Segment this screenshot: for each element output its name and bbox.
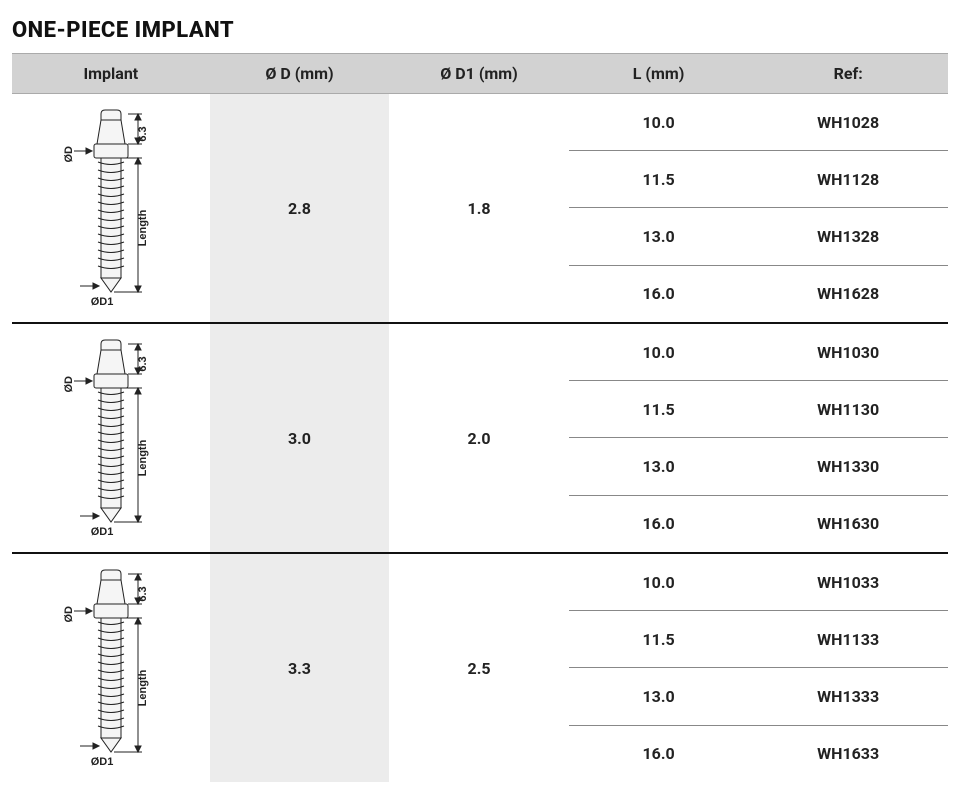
svg-text:ØD: ØD [63, 376, 75, 393]
col-header-d: Ø D (mm) [210, 54, 390, 94]
length-value: 10.0 [569, 554, 749, 611]
d1-value: 2.0 [389, 324, 569, 553]
table-row: ØD 6.3 Length ØD1 2.81.810.0WH1028 [12, 94, 948, 151]
svg-text:6.3: 6.3 [137, 586, 149, 601]
ref-value: WH1333 [748, 668, 948, 725]
length-value: 11.5 [569, 151, 749, 208]
ref-value: WH1133 [748, 611, 948, 668]
implant-table: Implant Ø D (mm) Ø D1 (mm) L (mm) Ref: Ø… [12, 53, 948, 782]
svg-text:ØD: ØD [63, 146, 75, 163]
length-value: 10.0 [569, 94, 749, 151]
implant-diagram-cell: ØD 6.3 Length ØD1 [12, 94, 210, 324]
ref-value: WH1330 [748, 438, 948, 495]
length-value: 16.0 [569, 725, 749, 782]
svg-text:ØD1: ØD1 [91, 296, 114, 308]
svg-text:ØD1: ØD1 [91, 756, 114, 768]
svg-text:6.3: 6.3 [137, 356, 149, 371]
page-title: ONE-PIECE IMPLANT [12, 18, 948, 43]
ref-value: WH1630 [748, 495, 948, 553]
ref-value: WH1028 [748, 94, 948, 151]
col-header-d1: Ø D1 (mm) [389, 54, 569, 94]
table-header-row: Implant Ø D (mm) Ø D1 (mm) L (mm) Ref: [12, 54, 948, 94]
ref-value: WH1128 [748, 151, 948, 208]
length-value: 11.5 [569, 611, 749, 668]
table-row: ØD 6.3 Length ØD1 3.32.510.0WH1033 [12, 554, 948, 611]
length-value: 13.0 [569, 208, 749, 265]
col-header-implant: Implant [12, 54, 210, 94]
d-value: 2.8 [210, 94, 390, 324]
d1-value: 2.5 [389, 554, 569, 782]
d-value: 3.0 [210, 324, 390, 553]
ref-value: WH1033 [748, 554, 948, 611]
length-value: 11.5 [569, 381, 749, 438]
svg-text:ØD1: ØD1 [91, 526, 114, 538]
implant-diagram-cell: ØD 6.3 Length ØD1 [12, 554, 210, 782]
d-value: 3.3 [210, 554, 390, 782]
ref-value: WH1130 [748, 381, 948, 438]
implant-diagram: ØD 6.3 Length ØD1 [46, 338, 176, 538]
ref-value: WH1328 [748, 208, 948, 265]
d1-value: 1.8 [389, 94, 569, 324]
implant-diagram: ØD 6.3 Length ØD1 [46, 108, 176, 308]
table-row: ØD 6.3 Length ØD1 3.02.010.0WH1030 [12, 324, 948, 381]
length-value: 16.0 [569, 265, 749, 323]
svg-text:Length: Length [137, 669, 149, 706]
svg-text:Length: Length [137, 439, 149, 476]
svg-text:Length: Length [137, 209, 149, 246]
svg-text:6.3: 6.3 [137, 126, 149, 141]
ref-value: WH1633 [748, 725, 948, 782]
ref-value: WH1628 [748, 265, 948, 323]
implant-diagram-cell: ØD 6.3 Length ØD1 [12, 324, 210, 553]
length-value: 16.0 [569, 495, 749, 553]
implant-diagram: ØD 6.3 Length ØD1 [46, 568, 176, 768]
svg-text:ØD: ØD [63, 606, 75, 623]
length-value: 13.0 [569, 438, 749, 495]
col-header-l: L (mm) [569, 54, 749, 94]
length-value: 10.0 [569, 324, 749, 381]
ref-value: WH1030 [748, 324, 948, 381]
col-header-ref: Ref: [748, 54, 948, 94]
length-value: 13.0 [569, 668, 749, 725]
